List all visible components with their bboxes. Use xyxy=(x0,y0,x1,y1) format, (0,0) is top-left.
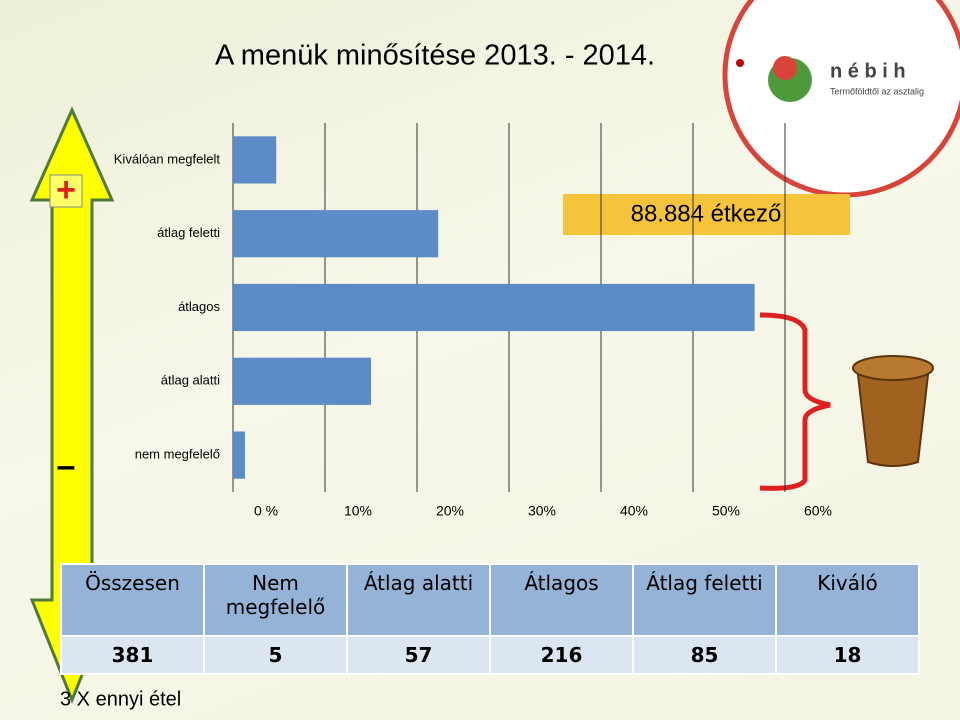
x-tick-label: 30% xyxy=(528,503,556,519)
table-cell: 57 xyxy=(346,635,491,675)
table-cell: 381 xyxy=(60,635,205,675)
table-header: Összesen Nem megfelelő Átlag alatti Átlagos… xyxy=(60,563,920,637)
trash-lid xyxy=(852,355,934,381)
bar xyxy=(233,210,439,258)
table-cell: 85 xyxy=(632,635,777,675)
logo-circle xyxy=(722,0,960,198)
annotation: 88.884 étkező xyxy=(631,200,782,227)
table-cell: 18 xyxy=(775,635,920,675)
table-header-cell: Átlag alatti xyxy=(346,563,491,637)
annotation-box xyxy=(563,194,850,235)
table-header-cell: Átlag feletti xyxy=(632,563,777,637)
y-tick-label: átlagos xyxy=(178,299,220,314)
title: A menük minősítése 2013. - 2014. xyxy=(215,40,655,72)
table-cell: 216 xyxy=(489,635,634,675)
bar xyxy=(233,283,755,332)
trash-can xyxy=(856,374,930,467)
x-tick-label: 60% xyxy=(804,503,832,519)
logo-name: n é b i h xyxy=(830,60,906,82)
footnote: 3 X ennyi étel xyxy=(60,688,181,710)
table-header-cell: Nem megfelelő xyxy=(203,563,348,637)
y-tick-label: átlag alatti xyxy=(161,373,220,388)
minus: – xyxy=(57,447,76,485)
y-tick-label: Kiválóan megfelelt xyxy=(114,151,221,166)
plus-box xyxy=(49,174,83,208)
table-header-cell: Összesen xyxy=(60,563,205,637)
bar xyxy=(233,357,371,405)
table-row: 381 5 57 216 85 18 xyxy=(60,635,920,675)
x-tick-label: 40% xyxy=(620,503,648,519)
logo-icon xyxy=(773,56,797,80)
logo-tagline: Termőföldtől az asztalig xyxy=(830,86,924,96)
bracket xyxy=(759,312,831,491)
table-header-cell: Átlagos xyxy=(489,563,634,637)
y-tick-label: átlag feletti xyxy=(157,225,220,240)
table-cell: 5 xyxy=(203,635,348,675)
title-dot xyxy=(736,59,744,67)
bar xyxy=(233,136,277,184)
y-tick-label: nem megfelelő xyxy=(135,447,220,462)
table: Összesen Nem megfelelő Átlag alatti Átlagos… xyxy=(60,563,920,675)
x-tick-label: 0 % xyxy=(254,503,278,519)
plus: + xyxy=(56,171,76,209)
bar xyxy=(233,431,245,479)
table-header-cell: Kiváló xyxy=(775,563,920,637)
x-tick-label: 50% xyxy=(712,503,740,519)
x-tick-label: 20% xyxy=(436,503,464,519)
arrow xyxy=(29,106,115,705)
x-tick-label: 10% xyxy=(344,503,372,519)
